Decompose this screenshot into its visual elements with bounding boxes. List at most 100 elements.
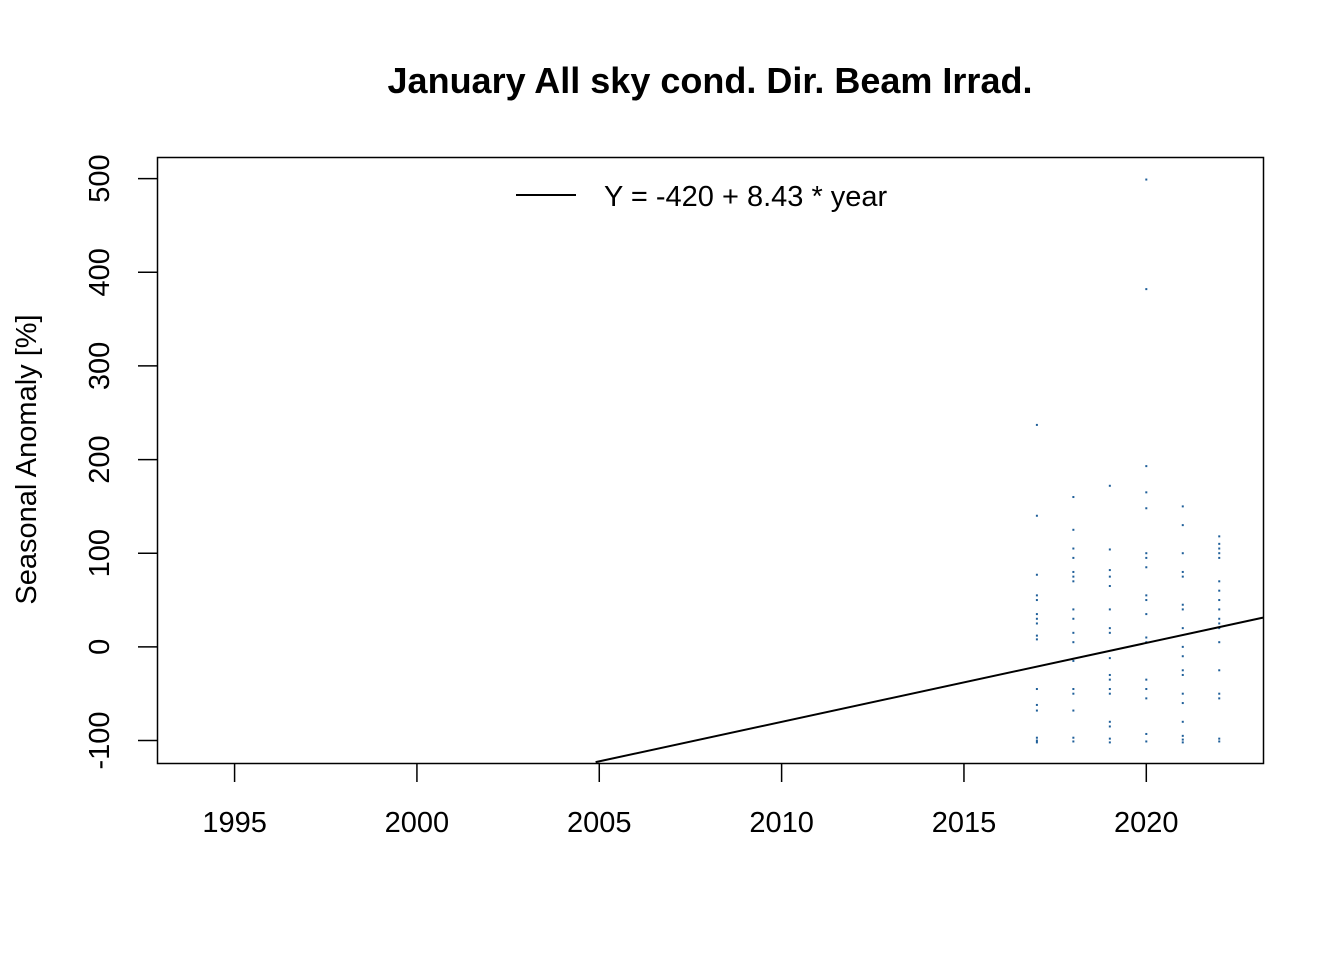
x-tick-label: 2015 — [932, 807, 997, 839]
data-point — [1181, 720, 1184, 723]
data-point — [1145, 491, 1148, 494]
data-point — [1072, 575, 1075, 578]
data-point — [1218, 552, 1221, 555]
data-point — [1218, 542, 1221, 545]
chart-title: January All sky cond. Dir. Beam Irrad. — [388, 60, 1033, 101]
data-point — [1218, 547, 1221, 550]
data-point — [1035, 617, 1038, 620]
data-point — [1108, 608, 1111, 611]
data-point — [1145, 740, 1148, 743]
y-tick-label: 500 — [84, 154, 116, 202]
data-point — [1218, 580, 1221, 583]
data-points — [1035, 178, 1221, 744]
data-point — [1145, 678, 1148, 681]
data-point — [1108, 657, 1111, 660]
data-point — [1108, 720, 1111, 723]
data-point — [1035, 634, 1038, 637]
legend-entry-label: Y = -420 + 8.43 * year — [604, 181, 888, 213]
data-point — [1108, 584, 1111, 587]
y-tick-label: 400 — [84, 248, 116, 296]
data-point — [1181, 524, 1184, 527]
data-point — [1145, 636, 1148, 639]
data-point — [1108, 548, 1111, 551]
data-point — [1072, 641, 1075, 644]
data-point — [1072, 692, 1075, 695]
data-point — [1108, 741, 1111, 744]
data-point — [1072, 580, 1075, 583]
data-point — [1218, 697, 1221, 700]
data-point — [1145, 599, 1148, 602]
data-point — [1145, 507, 1148, 510]
data-point — [1035, 599, 1038, 602]
data-point — [1181, 575, 1184, 578]
data-point — [1108, 673, 1111, 676]
data-point — [1035, 703, 1038, 706]
data-point — [1218, 737, 1221, 740]
data-point — [1218, 740, 1221, 743]
data-point — [1035, 736, 1038, 739]
data-point — [1072, 556, 1075, 559]
legend: Y = -420 + 8.43 * year — [516, 181, 888, 213]
data-point — [1145, 732, 1148, 735]
data-point — [1035, 514, 1038, 517]
data-point — [1181, 702, 1184, 705]
data-point — [1072, 608, 1075, 611]
y-axis-label: Seasonal Anomaly [%] — [11, 314, 43, 604]
x-tick-label: 2000 — [385, 807, 450, 839]
data-point — [1181, 734, 1184, 737]
data-point — [1108, 725, 1111, 728]
data-point — [1181, 692, 1184, 695]
data-point — [1181, 741, 1184, 744]
y-tick-label: 300 — [84, 342, 116, 390]
data-point — [1035, 622, 1038, 625]
trend-line — [595, 616, 1264, 764]
data-point — [1218, 617, 1221, 620]
data-point — [1145, 688, 1148, 691]
data-point — [1108, 678, 1111, 681]
data-point — [1072, 688, 1075, 691]
y-tick-label: -100 — [84, 711, 116, 769]
data-point — [1072, 631, 1075, 634]
x-tick-label: 2010 — [749, 807, 814, 839]
data-point — [1108, 737, 1111, 740]
data-point — [1072, 528, 1075, 531]
data-point — [1181, 738, 1184, 741]
data-point — [1218, 692, 1221, 695]
data-point — [1108, 692, 1111, 695]
data-point — [1218, 669, 1221, 672]
data-point — [1218, 535, 1221, 538]
data-point — [1035, 741, 1038, 744]
y-axis: -100 0 100 200 300 400 500 — [84, 154, 158, 770]
data-point — [1108, 688, 1111, 691]
data-point — [1072, 496, 1075, 499]
data-point — [1145, 288, 1148, 291]
y-tick-label: 100 — [84, 529, 116, 577]
data-point — [1218, 599, 1221, 602]
y-tick-label: 0 — [84, 639, 116, 655]
data-point — [1035, 423, 1038, 426]
data-point — [1145, 178, 1148, 181]
data-point — [1145, 552, 1148, 555]
trend-line-group — [595, 616, 1264, 764]
data-point — [1072, 709, 1075, 712]
data-point — [1035, 638, 1038, 641]
data-point — [1145, 556, 1148, 559]
plot-frame — [156, 156, 1265, 765]
data-point — [1072, 570, 1075, 573]
data-point — [1181, 655, 1184, 658]
y-tick-label: 200 — [84, 435, 116, 483]
data-point — [1035, 739, 1038, 742]
data-point — [1145, 566, 1148, 569]
x-tick-label: 2020 — [1114, 807, 1179, 839]
data-point — [1181, 505, 1184, 508]
data-point — [1072, 617, 1075, 620]
data-point — [1072, 547, 1075, 550]
data-point — [1072, 740, 1075, 743]
x-tick-label: 1995 — [202, 807, 267, 839]
data-point — [1145, 465, 1148, 468]
data-point — [1035, 573, 1038, 576]
data-point — [1072, 659, 1075, 662]
data-point — [1218, 622, 1221, 625]
x-tick-label: 2005 — [567, 807, 632, 839]
